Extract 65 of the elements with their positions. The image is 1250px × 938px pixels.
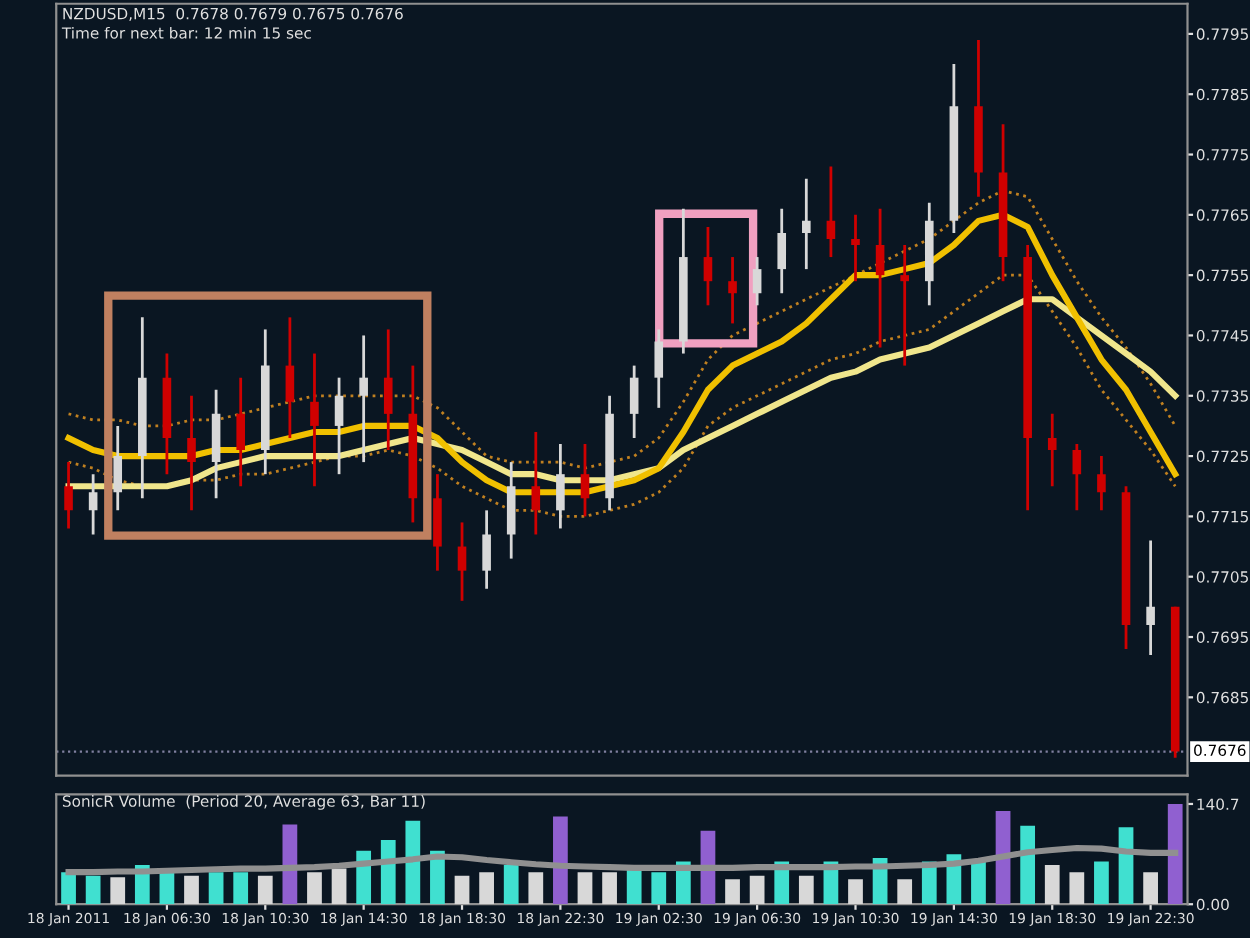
candlestick xyxy=(826,165,836,259)
candlestick xyxy=(629,364,639,440)
bar xyxy=(479,872,494,905)
bar xyxy=(331,868,347,905)
candlestick xyxy=(875,207,885,349)
bar xyxy=(503,865,519,905)
candlestick xyxy=(482,508,491,591)
bar xyxy=(307,872,322,905)
bar xyxy=(233,872,249,905)
bar xyxy=(749,875,765,905)
bar xyxy=(897,879,913,905)
candlestick xyxy=(285,315,295,440)
bar xyxy=(1094,861,1109,905)
candlestick xyxy=(310,352,319,488)
bar xyxy=(1143,872,1158,905)
bar xyxy=(1069,872,1085,905)
bar xyxy=(553,816,568,905)
bar xyxy=(184,875,199,905)
bar xyxy=(454,875,470,905)
bar xyxy=(110,877,126,905)
bar xyxy=(1020,825,1036,905)
candlestick xyxy=(900,243,909,367)
bar xyxy=(725,879,740,905)
candlestick xyxy=(187,394,196,512)
bar xyxy=(626,868,642,905)
candlestick xyxy=(851,213,860,283)
bar xyxy=(85,875,101,905)
candlestick xyxy=(556,442,565,530)
line-series xyxy=(67,273,1177,518)
candlestick xyxy=(1097,454,1106,512)
candlestick xyxy=(703,225,713,307)
candlestick xyxy=(88,472,98,536)
candlestick xyxy=(64,460,73,530)
candlestick xyxy=(752,255,762,307)
candlestick xyxy=(334,376,344,476)
bar xyxy=(528,872,544,905)
bar xyxy=(602,872,617,905)
bar xyxy=(208,872,224,905)
line-series xyxy=(67,189,1177,470)
line-series xyxy=(65,844,1179,876)
bar xyxy=(848,879,863,905)
candlestick xyxy=(728,255,737,325)
candlestick xyxy=(383,328,393,452)
bar xyxy=(577,872,593,905)
bar xyxy=(798,875,814,905)
candlestick xyxy=(777,207,787,295)
bar xyxy=(282,824,298,905)
bar xyxy=(651,872,667,905)
candlestick xyxy=(457,521,467,603)
candlestick xyxy=(1072,442,1082,512)
bar xyxy=(405,820,421,905)
bar xyxy=(61,872,76,905)
candlestick xyxy=(359,334,368,464)
bar xyxy=(257,875,273,905)
bar xyxy=(971,861,986,905)
candlestick xyxy=(531,430,541,536)
candlestick xyxy=(113,424,123,512)
bar xyxy=(1167,803,1183,905)
candlestick xyxy=(236,376,245,488)
candlestick xyxy=(1047,412,1057,488)
candlestick xyxy=(802,177,811,271)
candlestick xyxy=(580,442,590,518)
candlestick xyxy=(1146,539,1155,657)
bar xyxy=(1044,865,1060,905)
candlestick xyxy=(654,328,664,410)
